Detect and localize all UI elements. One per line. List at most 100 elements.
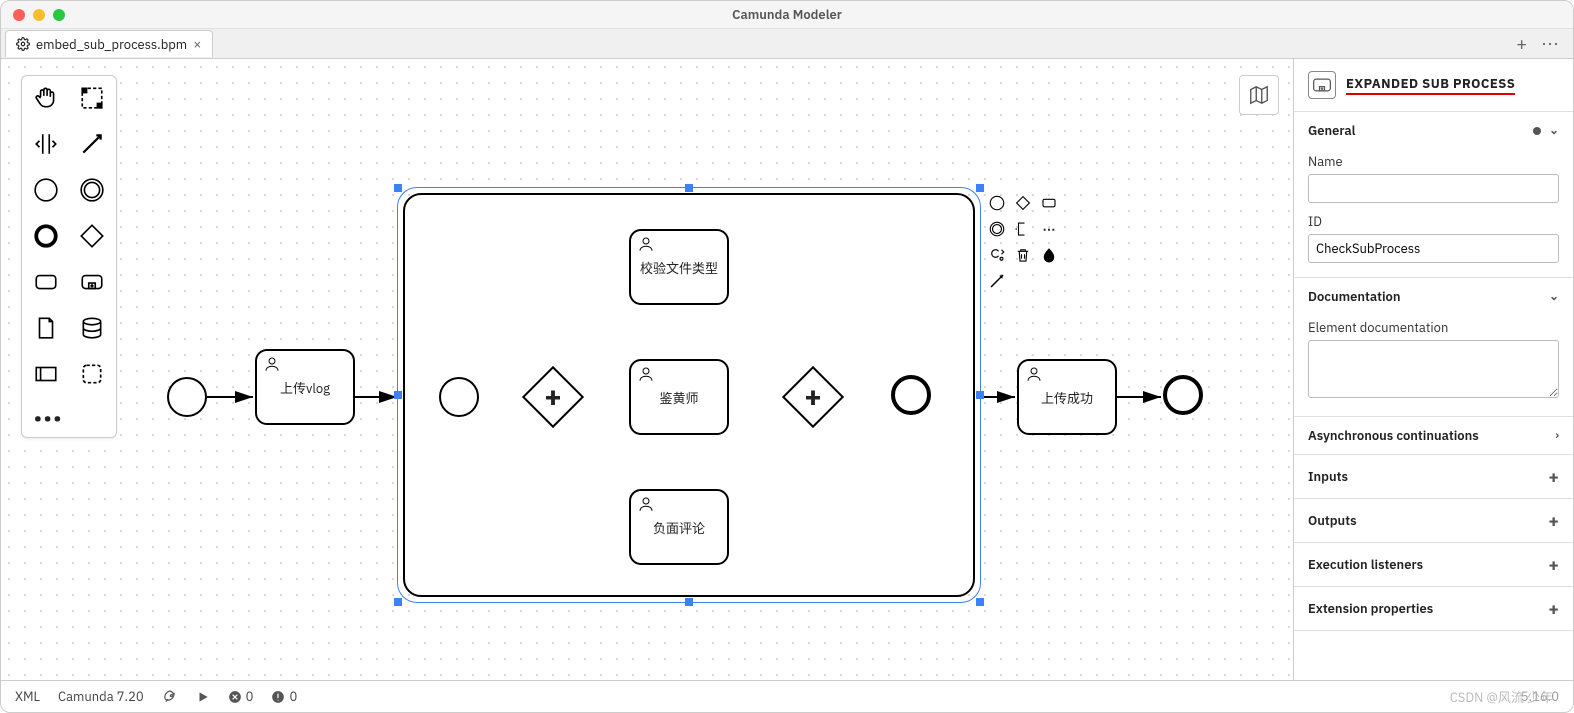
subprocess-start-event[interactable]	[439, 377, 479, 417]
group-documentation: Documentation ⌄ Element documentation	[1294, 278, 1573, 417]
hand-tool[interactable]	[30, 84, 62, 112]
canvas[interactable]: •••	[1, 59, 1293, 680]
window-title: Camunda Modeler	[732, 6, 842, 23]
id-input[interactable]	[1308, 234, 1559, 263]
titlebar: Camunda Modeler	[1, 1, 1573, 29]
version-label: 5.16.0	[1521, 688, 1559, 705]
user-icon	[637, 495, 655, 513]
group-marker-icon	[1533, 127, 1541, 135]
group-title: Outputs	[1308, 512, 1357, 529]
group-exec-header[interactable]: Execution listeners +	[1294, 543, 1573, 586]
subprocess-end-event[interactable]	[891, 375, 931, 415]
start-event-tool[interactable]	[30, 176, 62, 204]
traffic-lights	[13, 9, 65, 21]
context-pad: ⋯	[987, 193, 1059, 291]
tool-palette: •••	[21, 75, 117, 438]
deploy-button[interactable]	[162, 689, 178, 705]
group-ext-header[interactable]: Extension properties +	[1294, 587, 1573, 630]
warnings-indicator[interactable]: 0	[271, 688, 297, 705]
data-object-tool[interactable]	[30, 314, 62, 342]
group-inputs: Inputs +	[1294, 455, 1573, 499]
add-listener-button[interactable]: +	[1548, 553, 1559, 576]
main-area: •••	[1, 59, 1573, 680]
mode-label[interactable]: XML	[15, 688, 40, 705]
user-task-upload-success[interactable]: 上传成功	[1017, 359, 1117, 435]
ctx-append-gateway[interactable]	[1013, 193, 1033, 213]
end-event[interactable]	[1163, 375, 1203, 415]
user-icon	[637, 235, 655, 253]
group-title: Execution listeners	[1308, 556, 1423, 573]
group-general-header[interactable]: General ⌄	[1294, 112, 1573, 149]
space-tool[interactable]	[30, 130, 62, 158]
add-ext-prop-button[interactable]: +	[1548, 597, 1559, 620]
ctx-change-type[interactable]	[987, 245, 1007, 265]
subprocess-type-icon	[1308, 71, 1336, 99]
group-general: General ⌄ Name ID	[1294, 112, 1573, 278]
app-window: Camunda Modeler embed_sub_process.bpm × …	[0, 0, 1574, 713]
ctx-append-intermediate[interactable]	[987, 219, 1007, 239]
participant-tool[interactable]	[30, 360, 62, 388]
user-task-negative-comment[interactable]: 负面评论	[629, 489, 729, 565]
map-icon	[1248, 84, 1270, 106]
ctx-append-start-event[interactable]	[987, 193, 1007, 213]
group-title: Extension properties	[1308, 600, 1433, 617]
minimap-toggle[interactable]	[1239, 75, 1279, 115]
task-tool[interactable]	[30, 268, 62, 296]
properties-header: EXPANDED SUB PROCESS	[1294, 59, 1573, 112]
gateway-tool[interactable]	[76, 222, 108, 250]
file-tab[interactable]: embed_sub_process.bpm ×	[5, 30, 213, 57]
connect-tool[interactable]	[76, 130, 108, 158]
group-inputs-header[interactable]: Inputs +	[1294, 455, 1573, 498]
ctx-connect[interactable]	[987, 271, 1007, 291]
tabbar: embed_sub_process.bpm × + ⋯	[1, 29, 1573, 59]
close-window-button[interactable]	[13, 9, 25, 21]
add-output-button[interactable]: +	[1548, 509, 1559, 532]
name-input[interactable]	[1308, 174, 1559, 203]
group-outputs-header[interactable]: Outputs +	[1294, 499, 1573, 542]
group-async: Asynchronous continuations ›	[1294, 417, 1573, 455]
ctx-color[interactable]	[1039, 245, 1059, 265]
parallel-gateway-join[interactable]: +	[791, 375, 835, 419]
run-button[interactable]	[196, 690, 210, 704]
statusbar: XML Camunda 7.20 0 0 5.16.0	[1, 680, 1573, 712]
tab-close-icon[interactable]: ×	[193, 35, 201, 53]
errors-indicator[interactable]: 0	[228, 688, 254, 705]
user-icon	[637, 365, 655, 383]
element-type-label: EXPANDED SUB PROCESS	[1346, 75, 1515, 95]
tab-menu-button[interactable]: ⋯	[1541, 32, 1559, 55]
intermediate-event-tool[interactable]	[76, 176, 108, 204]
maximize-window-button[interactable]	[53, 9, 65, 21]
group-tool[interactable]	[76, 360, 108, 388]
group-async-header[interactable]: Asynchronous continuations ›	[1294, 417, 1573, 454]
new-tab-button[interactable]: +	[1516, 32, 1527, 55]
start-event[interactable]	[167, 377, 207, 417]
group-title: Asynchronous continuations	[1308, 427, 1479, 444]
name-label: Name	[1308, 153, 1559, 170]
gear-icon	[16, 37, 30, 51]
palette-more[interactable]: •••	[30, 406, 108, 429]
ctx-annotation[interactable]	[1013, 219, 1033, 239]
end-event-tool[interactable]	[30, 222, 62, 250]
documentation-input[interactable]	[1308, 340, 1559, 398]
warnings-count: 0	[289, 688, 297, 705]
lasso-tool[interactable]	[76, 84, 108, 112]
task-label: 校验文件类型	[640, 258, 718, 277]
subprocess-tool[interactable]	[76, 268, 108, 296]
ctx-more[interactable]: ⋯	[1039, 219, 1059, 239]
platform-label[interactable]: Camunda 7.20	[58, 688, 144, 705]
errors-count: 0	[246, 688, 254, 705]
user-task-upload-vlog[interactable]: 上传vlog	[255, 349, 355, 425]
user-task-review[interactable]: 鉴黄师	[629, 359, 729, 435]
group-documentation-header[interactable]: Documentation ⌄	[1294, 278, 1573, 315]
group-outputs: Outputs +	[1294, 499, 1573, 543]
user-task-check-filetype[interactable]: 校验文件类型	[629, 229, 729, 305]
ctx-delete[interactable]	[1013, 245, 1033, 265]
add-input-button[interactable]: +	[1548, 465, 1559, 488]
ctx-append-task[interactable]	[1039, 193, 1059, 213]
field-name: Name	[1308, 153, 1559, 203]
data-store-tool[interactable]	[76, 314, 108, 342]
parallel-gateway-split[interactable]: +	[531, 375, 575, 419]
minimize-window-button[interactable]	[33, 9, 45, 21]
chevron-right-icon: ›	[1555, 428, 1559, 443]
group-title: Documentation	[1308, 288, 1401, 305]
